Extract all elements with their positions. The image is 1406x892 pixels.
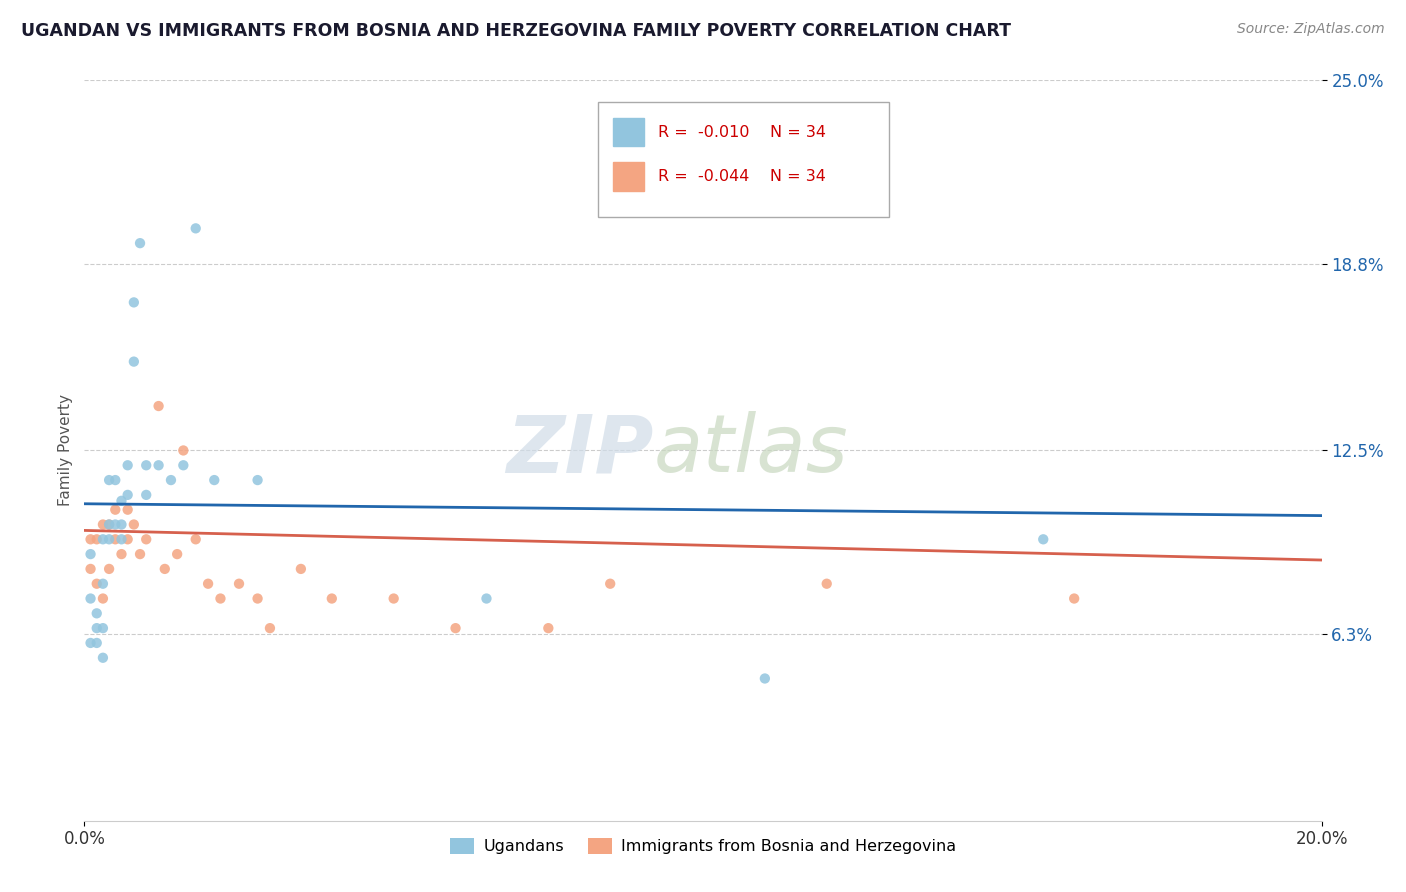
- Point: [91, 576, 114, 591]
- Text: R =  -0.010    N = 34: R = -0.010 N = 34: [658, 125, 827, 140]
- Text: ZIP: ZIP: [506, 411, 654, 490]
- Point: [104, 517, 127, 532]
- Point: [110, 547, 132, 561]
- Point: [184, 533, 207, 547]
- Point: [110, 533, 132, 547]
- Point: [209, 591, 232, 606]
- Point: [79, 591, 101, 606]
- Point: [599, 576, 621, 591]
- Point: [104, 533, 127, 547]
- Text: Source: ZipAtlas.com: Source: ZipAtlas.com: [1237, 22, 1385, 37]
- Point: [444, 621, 467, 635]
- Point: [172, 458, 194, 473]
- Legend: Ugandans, Immigrants from Bosnia and Herzegovina: Ugandans, Immigrants from Bosnia and Her…: [443, 831, 963, 861]
- Point: [110, 517, 132, 532]
- Point: [122, 354, 145, 368]
- Point: [135, 533, 157, 547]
- Point: [86, 533, 108, 547]
- Point: [184, 221, 207, 235]
- Point: [382, 591, 405, 606]
- Point: [117, 533, 139, 547]
- Point: [202, 473, 225, 487]
- Point: [259, 621, 281, 635]
- Point: [79, 562, 101, 576]
- Point: [79, 533, 101, 547]
- Point: [86, 636, 108, 650]
- Bar: [613, 118, 644, 146]
- Point: [148, 458, 170, 473]
- Point: [160, 473, 183, 487]
- Text: atlas: atlas: [654, 411, 848, 490]
- Text: R =  -0.044    N = 34: R = -0.044 N = 34: [658, 169, 827, 184]
- Point: [98, 473, 121, 487]
- Point: [110, 493, 132, 508]
- Point: [79, 636, 101, 650]
- Point: [754, 672, 776, 686]
- Point: [104, 473, 127, 487]
- Text: UGANDAN VS IMMIGRANTS FROM BOSNIA AND HERZEGOVINA FAMILY POVERTY CORRELATION CHA: UGANDAN VS IMMIGRANTS FROM BOSNIA AND HE…: [21, 22, 1011, 40]
- Point: [246, 591, 269, 606]
- Bar: [613, 162, 644, 191]
- Point: [122, 517, 145, 532]
- Point: [129, 547, 152, 561]
- Point: [98, 533, 121, 547]
- Point: [815, 576, 838, 591]
- Point: [91, 533, 114, 547]
- Point: [246, 473, 269, 487]
- Point: [197, 576, 219, 591]
- Point: [91, 621, 114, 635]
- Point: [321, 591, 343, 606]
- Point: [1063, 591, 1085, 606]
- Point: [537, 621, 560, 635]
- Point: [153, 562, 176, 576]
- Point: [117, 458, 139, 473]
- Point: [117, 502, 139, 516]
- Point: [98, 517, 121, 532]
- Point: [122, 295, 145, 310]
- Point: [148, 399, 170, 413]
- Point: [172, 443, 194, 458]
- Point: [290, 562, 312, 576]
- Point: [117, 488, 139, 502]
- Point: [135, 458, 157, 473]
- Point: [91, 591, 114, 606]
- Point: [79, 547, 101, 561]
- Point: [86, 621, 108, 635]
- Point: [129, 236, 152, 251]
- Point: [166, 547, 188, 561]
- Point: [475, 591, 498, 606]
- Point: [104, 502, 127, 516]
- Point: [91, 650, 114, 665]
- Point: [135, 488, 157, 502]
- Y-axis label: Family Poverty: Family Poverty: [58, 394, 73, 507]
- Point: [91, 517, 114, 532]
- Point: [86, 607, 108, 621]
- Point: [98, 517, 121, 532]
- Point: [1032, 533, 1054, 547]
- Point: [98, 562, 121, 576]
- Point: [86, 576, 108, 591]
- Point: [228, 576, 250, 591]
- FancyBboxPatch shape: [598, 103, 889, 218]
